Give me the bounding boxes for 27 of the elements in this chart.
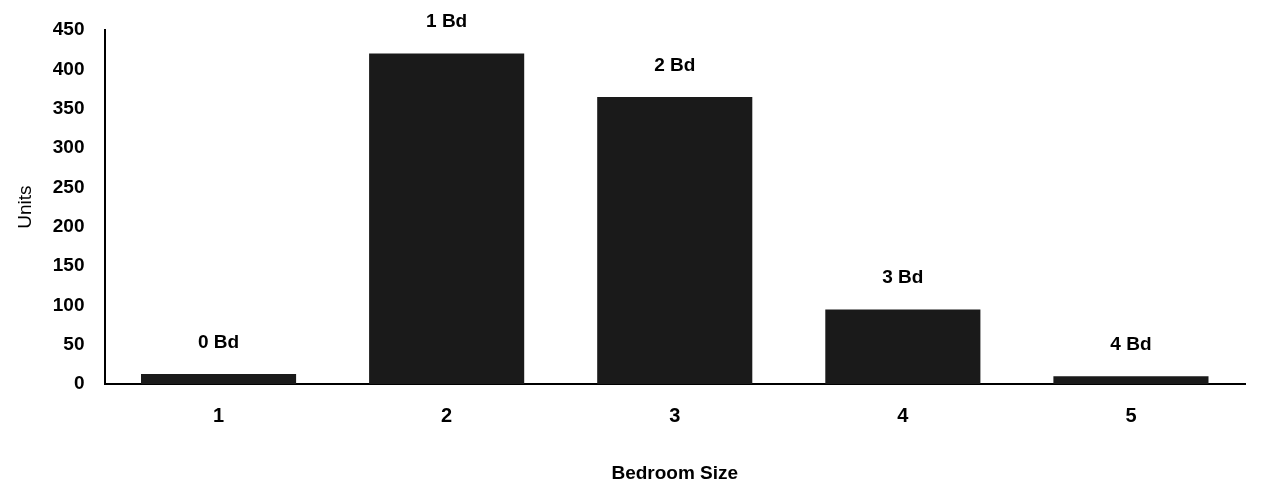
bar xyxy=(1053,376,1209,385)
x-tick-label: 5 xyxy=(1125,403,1137,426)
x-tick-label: 3 xyxy=(669,403,681,426)
y-axis-title: Units xyxy=(13,185,35,229)
y-tick-label: 250 xyxy=(52,175,85,197)
y-tick-label: 450 xyxy=(52,18,85,40)
bar xyxy=(141,373,297,385)
bar xyxy=(597,96,753,385)
x-tick-label: 1 xyxy=(212,403,225,426)
y-tick-label: 0 xyxy=(73,372,85,394)
x-tick-label: 2 xyxy=(441,403,453,426)
bar xyxy=(369,53,525,385)
x-axis-title: Bedroom Size xyxy=(611,461,739,483)
y-tick-label: 200 xyxy=(52,215,85,237)
annotation: 3 Bd xyxy=(882,266,924,288)
x-tick-label: 4 xyxy=(897,403,910,426)
y-tick-label: 400 xyxy=(52,57,85,79)
annotation: 4 Bd xyxy=(1110,333,1152,355)
y-tick-label: 50 xyxy=(63,333,85,355)
y-tick-label: 100 xyxy=(52,293,85,315)
annotation: 1 Bd xyxy=(426,10,468,32)
y-tick-label: 150 xyxy=(52,254,85,276)
annotation: 0 Bd xyxy=(197,330,240,352)
y-tick-label: 350 xyxy=(52,96,85,118)
bar xyxy=(825,309,981,385)
annotation: 2 Bd xyxy=(654,53,696,75)
y-tick-label: 300 xyxy=(52,136,85,158)
